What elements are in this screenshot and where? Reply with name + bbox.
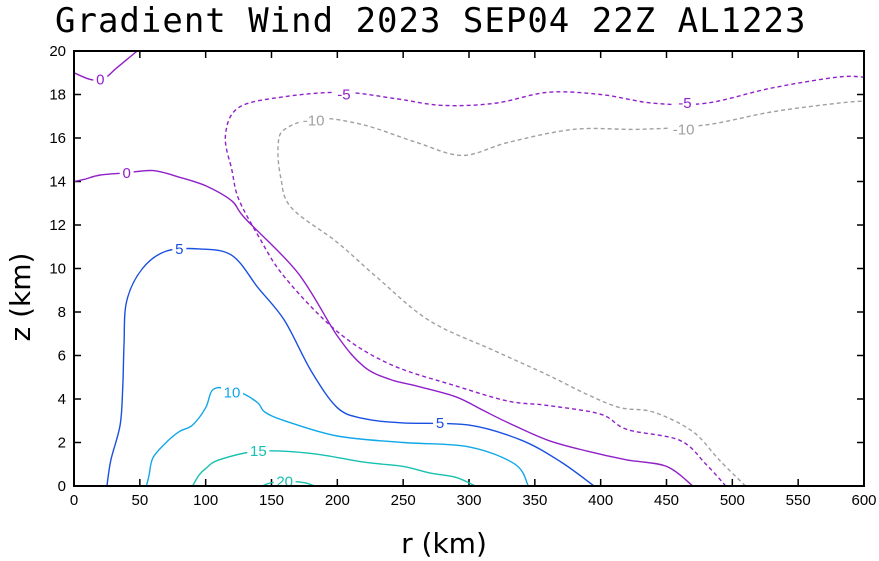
- x-tick-label: 600: [851, 492, 876, 509]
- y-axis-title: z (km): [4, 253, 37, 342]
- contour-line-5: [106, 247, 595, 487]
- contour-labels: -10 -10 -5 -5 0 0 5 5 10 15 20: [93, 70, 699, 491]
- contour-line-0: [73, 50, 138, 82]
- y-tick-label: 16: [49, 130, 66, 147]
- contour-label-bg: [673, 94, 696, 113]
- contour-label: -10: [673, 121, 695, 138]
- axis-ticks: 0 50 100 150 200 250 300 350 400 450 500 550 6000246…: [49, 43, 876, 509]
- contour-line-0: [73, 169, 694, 487]
- contour-line-15: [191, 450, 476, 487]
- x-tick-label: 500: [720, 492, 745, 509]
- contour-label: 10: [224, 384, 241, 401]
- contour-label-bg: [433, 413, 448, 432]
- contour-label: 0: [122, 165, 130, 182]
- contour-label-bg: [332, 85, 355, 104]
- y-tick-label: 14: [49, 174, 66, 191]
- plot-frame: [73, 50, 865, 487]
- x-tick-label: 350: [522, 492, 547, 509]
- contour-label-bg: [172, 239, 187, 258]
- contour-label-bg: [221, 383, 243, 402]
- x-tick-label: 50: [131, 492, 148, 509]
- contour-label: -10: [303, 113, 325, 130]
- contour-line-10: [145, 386, 529, 487]
- contour-label: 0: [96, 71, 104, 88]
- contour-label-bg: [119, 163, 134, 182]
- contour-label: 5: [175, 241, 183, 258]
- y-tick-label: 20: [49, 43, 66, 60]
- contour-lines: [73, 50, 865, 487]
- y-tick-label: 0: [58, 478, 66, 495]
- contour-label-bg: [668, 120, 699, 139]
- contour-label-bg: [247, 442, 270, 461]
- contour-label-bg: [298, 111, 329, 130]
- y-tick-label: 6: [58, 348, 66, 365]
- contour-label: -5: [337, 87, 350, 104]
- x-tick-label: 550: [786, 492, 811, 509]
- y-tick-label: 10: [49, 261, 66, 278]
- y-tick-label: 8: [58, 304, 66, 321]
- contour-label: 5: [436, 415, 444, 432]
- contour-label: 15: [250, 443, 267, 460]
- x-tick-label: 150: [259, 492, 284, 509]
- y-tick-label: 4: [58, 391, 66, 408]
- contour-label-bg: [93, 70, 108, 89]
- contour-line--5: [224, 75, 865, 487]
- contour-label: 20: [276, 474, 293, 491]
- x-tick-label: 250: [391, 492, 416, 509]
- x-tick-label: 400: [588, 492, 613, 509]
- chart-title: Gradient Wind 2023 SEP04 22Z AL1223: [55, 1, 806, 41]
- y-tick-label: 2: [58, 435, 66, 452]
- y-tick-label: 12: [49, 217, 66, 234]
- x-tick-label: 200: [325, 492, 350, 509]
- x-tick-label: 100: [193, 492, 218, 509]
- x-tick-label: 0: [70, 492, 78, 509]
- x-tick-label: 300: [456, 492, 481, 509]
- contour-label: -5: [678, 95, 691, 112]
- x-axis-title: r (km): [401, 527, 487, 560]
- contour-line--10: [277, 100, 865, 487]
- y-tick-label: 18: [49, 87, 66, 104]
- x-tick-label: 450: [654, 492, 679, 509]
